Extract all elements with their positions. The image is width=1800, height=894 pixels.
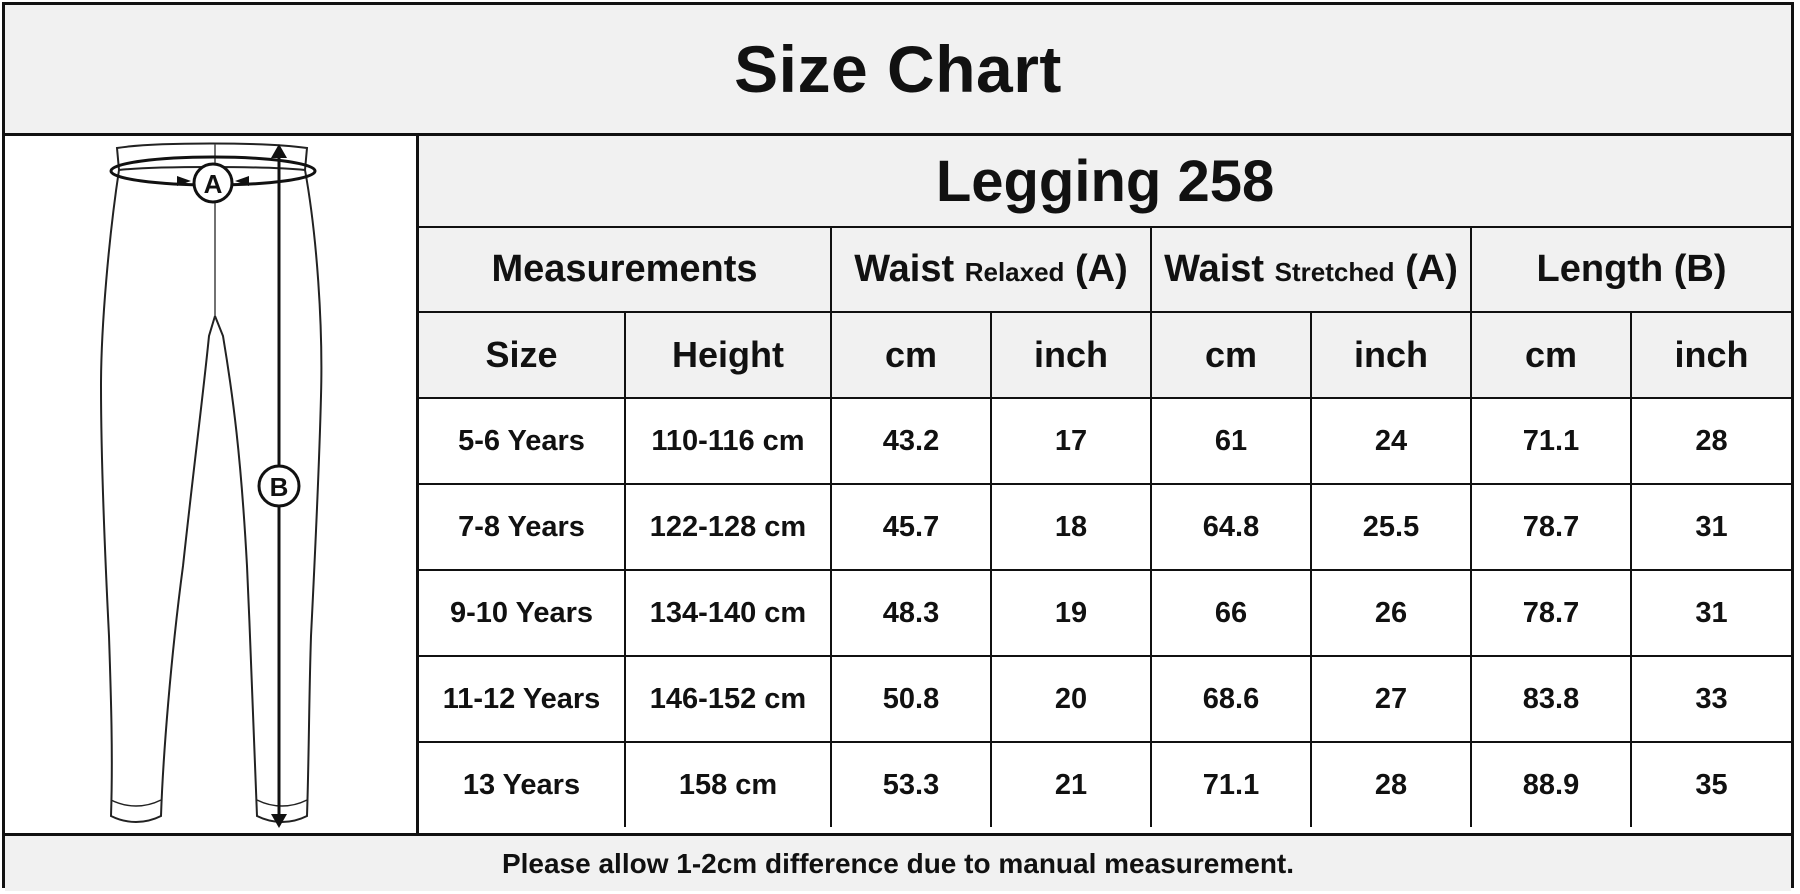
- left-cuff: [110, 799, 162, 807]
- unit-header-row: Size Height cm inch cm inch cm inch: [419, 311, 1792, 399]
- label-a-badge: [192, 162, 234, 204]
- cell-waist-relaxed-inch: 19: [990, 569, 1152, 657]
- waist-relaxed-qualifier: Relaxed: [964, 257, 1065, 287]
- cell-size: 13 Years: [419, 741, 626, 827]
- waist-arrow-left: [177, 176, 191, 186]
- cell-waist-stretched-cm: 64.8: [1150, 483, 1312, 571]
- group-waist-relaxed: Waist Relaxed (A): [830, 226, 1152, 313]
- cell-size: 11-12 Years: [419, 655, 626, 743]
- cell-height: 146-152 cm: [624, 655, 832, 743]
- cell-length-cm: 88.9: [1470, 741, 1632, 827]
- legging-illustration: A B: [99, 142, 323, 828]
- table-row: 11-12 Years 146-152 cm 50.8 20 68.6 27 8…: [419, 655, 1792, 743]
- table-row: 7-8 Years 122-128 cm 45.7 18 64.8 25.5 7…: [419, 483, 1792, 571]
- length-arrow-top: [271, 144, 287, 158]
- cell-height: 122-128 cm: [624, 483, 832, 571]
- cell-waist-relaxed-inch: 21: [990, 741, 1152, 827]
- cell-waist-relaxed-cm: 50.8: [830, 655, 992, 743]
- cell-length-cm: 71.1: [1470, 397, 1632, 485]
- cell-waist-relaxed-cm: 43.2: [830, 397, 992, 485]
- cell-length-inch: 31: [1629, 569, 1792, 657]
- unit-waist-relaxed-cm: cm: [830, 311, 992, 399]
- cell-height: 110-116 cm: [624, 397, 832, 485]
- cell-waist-stretched-inch: 25.5: [1310, 483, 1472, 571]
- cell-size: 9-10 Years: [419, 569, 626, 657]
- cell-waist-stretched-cm: 68.6: [1150, 655, 1312, 743]
- label-a-text: A: [204, 169, 223, 199]
- cell-size: 7-8 Years: [419, 483, 626, 571]
- group-waist-stretched: Waist Stretched (A): [1150, 226, 1472, 313]
- waist-relaxed-marker: (A): [1075, 248, 1128, 290]
- left-leg-outline: [99, 169, 216, 823]
- table-row: 9-10 Years 134-140 cm 48.3 19 66 26 78.7…: [419, 569, 1792, 657]
- cell-length-inch: 28: [1629, 397, 1792, 485]
- cell-height: 134-140 cm: [624, 569, 832, 657]
- cell-waist-relaxed-cm: 53.3: [830, 741, 992, 827]
- cell-length-inch: 35: [1629, 741, 1792, 827]
- cell-waist-stretched-cm: 61: [1150, 397, 1312, 485]
- unit-length-inch: inch: [1629, 311, 1792, 399]
- product-title: Legging 258: [419, 136, 1792, 228]
- group-measurements: Measurements: [419, 226, 832, 313]
- cell-waist-stretched-inch: 28: [1310, 741, 1472, 827]
- group-length: Length (B): [1469, 226, 1792, 313]
- waist-stretched-qualifier: Stretched: [1274, 257, 1395, 287]
- unit-waist-relaxed-inch: inch: [990, 311, 1152, 399]
- cell-size: 5-6 Years: [419, 397, 626, 485]
- label-b-text: B: [270, 472, 289, 502]
- unit-size: Size: [419, 311, 626, 399]
- cell-waist-relaxed-cm: 45.7: [830, 483, 992, 571]
- cell-waist-relaxed-inch: 20: [990, 655, 1152, 743]
- unit-length-cm: cm: [1470, 311, 1632, 399]
- cell-length-cm: 78.7: [1470, 483, 1632, 571]
- right-cuff: [256, 799, 308, 807]
- cell-length-cm: 78.7: [1470, 569, 1632, 657]
- waist-stretched-marker: (A): [1405, 248, 1458, 290]
- cell-length-inch: 33: [1629, 655, 1792, 743]
- cell-height: 158 cm: [624, 741, 832, 827]
- cell-waist-relaxed-inch: 18: [990, 483, 1152, 571]
- waist-relaxed-main: Waist: [854, 248, 955, 290]
- table-row: 13 Years 158 cm 53.3 21 71.1 28 88.9 35: [419, 741, 1792, 827]
- size-table: Legging 258 Measurements Waist Relaxed (…: [419, 136, 1792, 827]
- unit-waist-stretched-inch: inch: [1310, 311, 1472, 399]
- legging-diagram: A B: [5, 136, 419, 833]
- chart-header: Size Chart: [5, 5, 1791, 136]
- length-arrow-bottom: [271, 814, 287, 828]
- right-leg-outline: [214, 169, 323, 823]
- measurement-note: Please allow 1-2cm difference due to man…: [5, 833, 1791, 891]
- unit-height: Height: [624, 311, 832, 399]
- waist-stretched-main: Waist: [1164, 248, 1265, 290]
- cell-waist-stretched-inch: 24: [1310, 397, 1472, 485]
- cell-waist-relaxed-cm: 48.3: [830, 569, 992, 657]
- cell-waist-stretched-cm: 71.1: [1150, 741, 1312, 827]
- table-row: 5-6 Years 110-116 cm 43.2 17 61 24 71.1 …: [419, 397, 1792, 485]
- cell-waist-relaxed-inch: 17: [990, 397, 1152, 485]
- cell-waist-stretched-inch: 27: [1310, 655, 1472, 743]
- cell-waist-stretched-cm: 66: [1150, 569, 1312, 657]
- waist-arrow-right: [235, 176, 249, 186]
- chart-title: Size Chart: [734, 32, 1062, 106]
- cell-waist-stretched-inch: 26: [1310, 569, 1472, 657]
- cell-length-inch: 31: [1629, 483, 1792, 571]
- label-b-badge: [257, 464, 301, 508]
- cell-length-cm: 83.8: [1470, 655, 1632, 743]
- unit-waist-stretched-cm: cm: [1150, 311, 1312, 399]
